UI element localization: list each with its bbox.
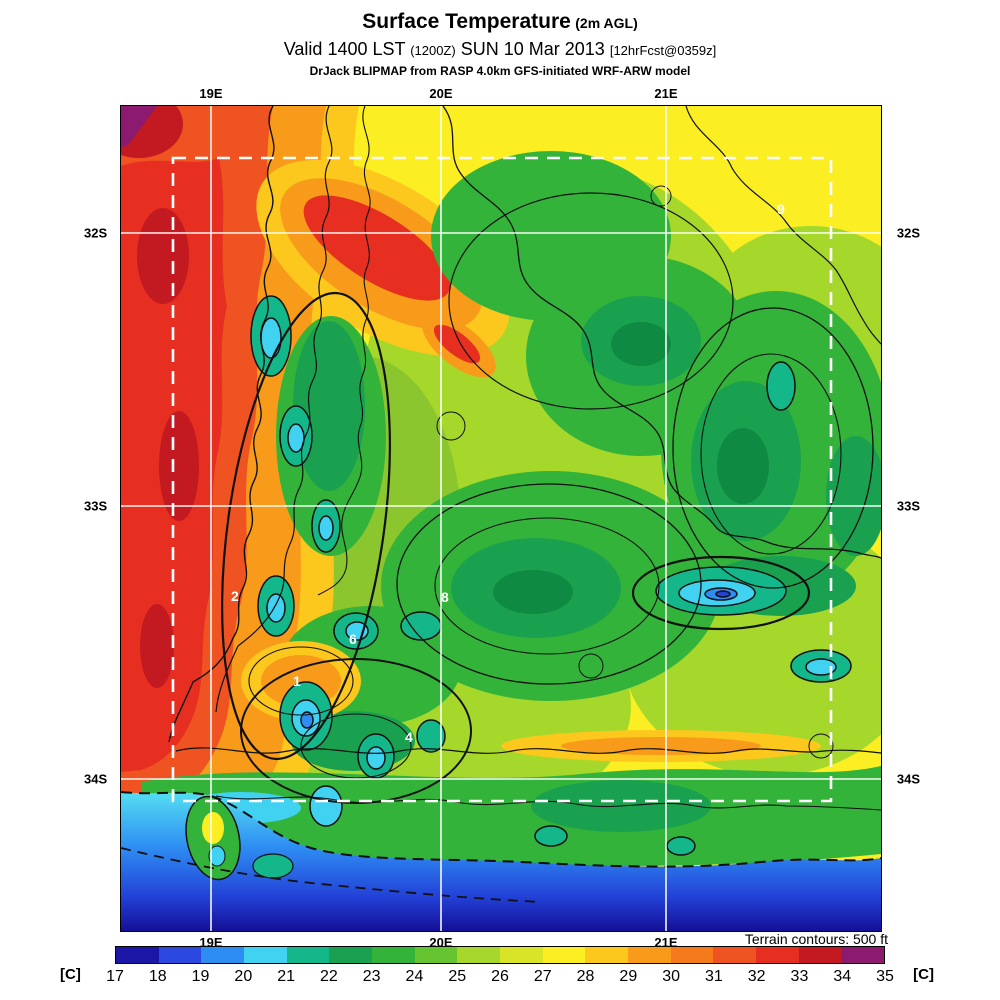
lat-label-right-32s: 32S (896, 225, 920, 241)
colorbar-unit-right: [C] (913, 966, 934, 983)
colorbar-unit-left: [C] (60, 966, 81, 983)
colorbar-ticks: 17 18 19 20 21 22 23 24 25 26 27 28 29 30 31 32 33 34 35 (106, 968, 894, 988)
colorbar-tick: 34 (833, 968, 852, 985)
contour-label: 2 (231, 588, 239, 604)
lat-label-right-34s: 34S (896, 771, 920, 787)
colorbar-tick: 20 (234, 968, 253, 985)
filled-contours (121, 106, 881, 931)
colorbar-tick: 35 (876, 968, 894, 985)
colorbar-tick: 22 (319, 968, 338, 985)
domain-box (171, 156, 833, 803)
colorbar-tick: 33 (790, 968, 809, 985)
colorbar-tick: 19 (191, 968, 210, 985)
colorbar (115, 946, 885, 964)
lat-label-left-34s: 34S (84, 771, 108, 787)
header: Surface Temperature (2m AGL) Valid 1400 … (0, 10, 1000, 78)
lat-label-left-33s: 33S (84, 498, 108, 514)
valid-fcst: [12hrFcst@0359z] (609, 43, 717, 58)
colorbar-segment (286, 947, 330, 963)
colorbar-segment (372, 947, 415, 963)
colorbar-segment (542, 947, 586, 963)
valid-zulu: (1200Z) (410, 43, 456, 58)
contour-label: 9 (777, 201, 785, 217)
lon-label-top-19e: 19E (199, 86, 223, 101)
contour-label: 8 (441, 589, 449, 605)
colorbar-segment (116, 947, 159, 963)
colorbar-tick: 24 (405, 968, 424, 985)
colorbar-segment (841, 947, 885, 963)
colorbar-tick: 31 (704, 968, 723, 985)
colorbar-segment (158, 947, 202, 963)
temperature-map-plot: 9 8 6 2 1 4 (121, 106, 881, 931)
colorbar-tick: 28 (576, 968, 595, 985)
terrain-contours-note: Terrain contours: 500 ft (744, 931, 888, 947)
colorbar-segment (329, 947, 373, 963)
colorbar-segment (457, 947, 501, 963)
lat-label-left-32s: 32S (84, 225, 108, 241)
title-sub: (2m AGL) (575, 15, 638, 31)
colorbar-tick: 26 (491, 968, 509, 985)
lat-label-right-33s: 33S (896, 498, 920, 514)
colorbar-segment (500, 947, 543, 963)
contour-lines (121, 106, 881, 903)
lon-label-top-20e: 20E (429, 86, 453, 101)
colorbar-tick: 27 (533, 968, 552, 985)
colorbar-tick: 25 (448, 968, 467, 985)
colorbar-segment (798, 947, 842, 963)
colorbar-segment (201, 947, 245, 963)
colorbar-tick: 17 (106, 968, 124, 985)
colorbar-segment (628, 947, 671, 963)
page-title: Surface Temperature (2m AGL) (0, 10, 1000, 34)
model-line: DrJack BLIPMAP from RASP 4.0km GFS-initi… (309, 64, 691, 78)
valid-date: SUN 10 Mar 2013 (460, 39, 605, 59)
colorbar-segment (585, 947, 629, 963)
colorbar-segment (244, 947, 287, 963)
contour-label: 4 (405, 729, 413, 745)
colorbar-tick: 32 (747, 968, 766, 985)
map-area: 9 8 6 2 1 4 19E 20E 21E 19E 20E 21E 32S … (84, 86, 920, 950)
colorbar-tick: 23 (362, 968, 381, 985)
colorbar-segment (414, 947, 458, 963)
colorbar-tick: 30 (662, 968, 681, 985)
colorbar-tick: 18 (148, 968, 167, 985)
grid-lines (121, 106, 881, 931)
lon-label-top-21e: 21E (654, 86, 678, 101)
colorbar-segment (713, 947, 757, 963)
colorbar-tick: 21 (277, 968, 296, 985)
contour-value-labels: 9 8 6 2 1 4 (231, 201, 785, 745)
colorbar-segment (756, 947, 799, 963)
valid-prefix: Valid 1400 LST (283, 39, 406, 59)
contour-label: 6 (349, 631, 357, 647)
valid-time-line: Valid 1400 LST (1200Z) SUN 10 Mar 2013 [… (0, 39, 1000, 60)
title-main: Surface Temperature (362, 10, 571, 33)
contour-label: 1 (293, 673, 301, 689)
colorbar-tick: 29 (619, 968, 638, 985)
colorbar-segment (670, 947, 714, 963)
